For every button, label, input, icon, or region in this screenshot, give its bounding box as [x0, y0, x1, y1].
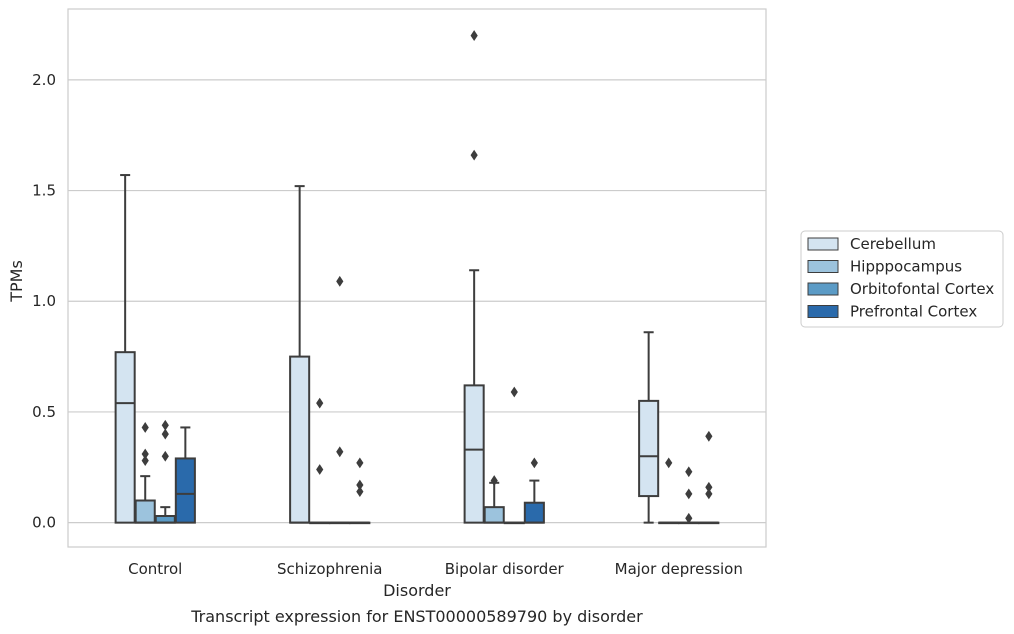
outlier-point	[336, 446, 344, 458]
outlier-point	[705, 481, 713, 493]
box-cerebellum-major-depression	[638, 331, 660, 524]
legend-label: Orbitofontal Cortex	[850, 280, 994, 298]
box-body	[114, 351, 136, 524]
box-orbitofontal-cortex-schizophrenia	[329, 275, 351, 525]
outlier-point	[470, 30, 478, 41]
box-cerebellum-control	[114, 174, 136, 524]
legend-label: Cerebellum	[850, 235, 936, 253]
outlier-point	[161, 428, 169, 440]
legend: Cerebellum Hipppocampus Orbitofontal Corte…	[800, 230, 1004, 328]
outlier-point	[685, 512, 693, 524]
outlier-point	[141, 448, 149, 460]
legend-swatch	[807, 260, 839, 273]
box-hipppocampus-control	[134, 422, 156, 524]
box-hipppocampus-schizophrenia	[309, 397, 331, 525]
grid-lines	[68, 79, 766, 524]
outlier-point	[356, 486, 364, 498]
outlier-point	[510, 386, 518, 398]
box-prefrontal-cortex-bipolar-disorder	[523, 457, 545, 524]
outlier-point	[685, 466, 693, 478]
outlier-point	[316, 464, 324, 475]
legend-item: Orbitofontal Cortex	[807, 280, 994, 298]
box-body	[638, 399, 660, 498]
legend-frame	[800, 230, 1004, 328]
outlier-point	[705, 430, 713, 442]
box-orbitofontal-cortex-bipolar-disorder	[503, 386, 525, 525]
plot-frame	[67, 8, 767, 548]
x-tick-label: Bipolar disorder	[445, 560, 565, 578]
box-prefrontal-cortex-schizophrenia	[349, 457, 371, 525]
box-cerebellum-bipolar-disorder	[463, 30, 485, 524]
y-tick-label: 0.5	[32, 403, 56, 421]
outlier-point	[141, 455, 149, 467]
box-orbitofontal-cortex-major-depression	[678, 466, 700, 525]
box-body	[483, 506, 505, 524]
x-tick-label: Major depression	[615, 560, 743, 578]
box-prefrontal-cortex-major-depression	[698, 430, 720, 525]
outlier-point	[141, 422, 149, 433]
x-tick-label: Schizophrenia	[277, 560, 382, 578]
box-layer	[114, 30, 720, 525]
legend-label: Prefrontal Cortex	[850, 303, 977, 321]
box-body	[463, 384, 485, 524]
outlier-point	[705, 488, 713, 500]
outlier-point	[336, 275, 344, 287]
legend-label: Hipppocampus	[850, 258, 962, 276]
outlier-point	[356, 457, 364, 469]
box-body	[134, 499, 156, 524]
outlier-point	[530, 457, 538, 469]
legend-swatch	[807, 305, 839, 318]
outlier-point	[665, 457, 673, 469]
legend-item: Hipppocampus	[807, 258, 962, 276]
outlier-point	[161, 450, 169, 462]
box-body	[523, 501, 545, 524]
box-body	[289, 355, 311, 524]
box-hipppocampus-major-depression	[658, 457, 680, 525]
outlier-point	[470, 149, 478, 161]
outlier-point	[685, 488, 693, 500]
x-axis-label: Disorder	[383, 581, 451, 600]
x-tick-label: Control	[128, 560, 182, 578]
y-tick-labels: 0.0 0.5 1.0 1.5 2.0	[32, 71, 56, 532]
box-hipppocampus-bipolar-disorder	[483, 475, 505, 524]
chart-caption: Transcript expression for ENST0000058979…	[190, 607, 643, 626]
outlier-point	[161, 419, 169, 431]
outlier-point	[316, 397, 324, 409]
box-prefrontal-cortex-control	[174, 426, 196, 524]
legend-swatch	[807, 237, 839, 251]
legend-item: Prefrontal Cortex	[807, 303, 977, 321]
box-orbitofontal-cortex-control	[154, 419, 176, 524]
x-tick-labels: Control Schizophrenia Bipolar disorder Majo…	[128, 560, 743, 578]
legend-item: Cerebellum	[807, 235, 936, 253]
y-tick-label: 1.0	[32, 292, 56, 310]
outlier-point	[356, 479, 364, 491]
y-tick-label: 0.0	[32, 514, 56, 532]
y-axis-label: TPMs	[7, 260, 26, 303]
y-tick-label: 1.5	[32, 182, 56, 200]
box-cerebellum-schizophrenia	[289, 185, 311, 524]
legend-swatch	[807, 282, 839, 296]
y-tick-label: 2.0	[32, 71, 56, 89]
outlier-point	[490, 475, 498, 486]
box-body	[174, 457, 196, 524]
